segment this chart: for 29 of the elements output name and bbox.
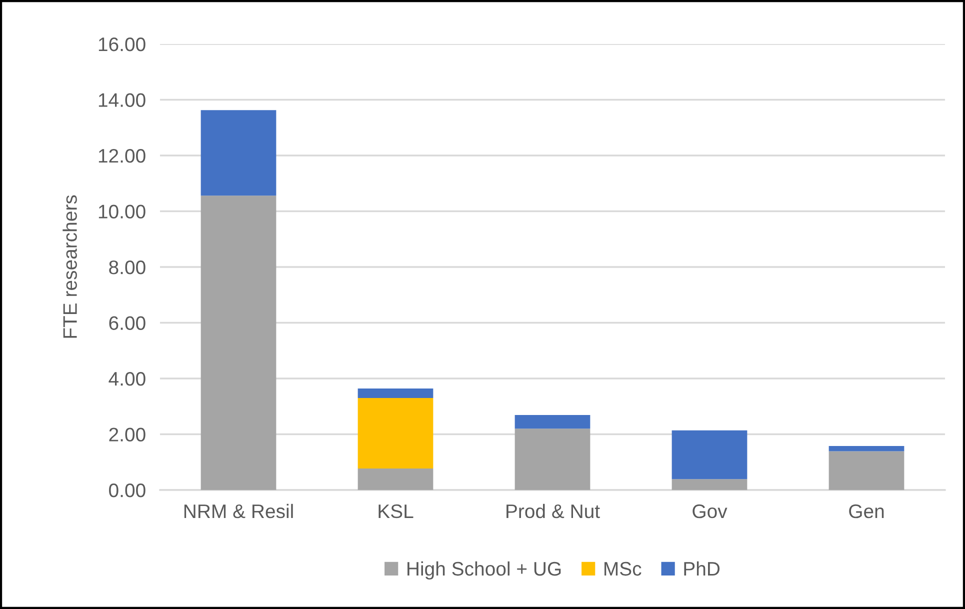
bar [358, 398, 434, 469]
bar [358, 468, 434, 490]
x-tick-label: NRM & Resil [184, 504, 293, 518]
bar [672, 430, 748, 480]
y-tick-label: 6.00 [109, 316, 146, 330]
x-tick-label: Prod & Nut [506, 504, 600, 518]
legend-label: PhD [684, 561, 720, 576]
bar [514, 415, 590, 429]
bar [828, 451, 904, 490]
bar [200, 196, 276, 490]
y-tick-label: 2.00 [109, 428, 146, 442]
bar [514, 428, 590, 490]
y-axis-title: FTE researchers [62, 195, 77, 338]
x-tick-label: KSL [378, 504, 414, 518]
y-tick-label: 8.00 [109, 260, 146, 274]
y-tick-label: 16.00 [98, 37, 146, 52]
bar [672, 479, 748, 490]
bar [828, 446, 904, 452]
bar [358, 388, 434, 398]
x-tick-label: Gov [692, 504, 728, 518]
y-tick-label: 0.00 [109, 483, 146, 498]
y-tick-label: 4.00 [108, 372, 146, 386]
y-tick-label: 14.00 [98, 93, 146, 107]
bar [200, 110, 276, 196]
y-tick-label: 12.00 [98, 148, 146, 163]
x-tick-label: Gen [849, 504, 884, 518]
legend-label: High School + UG [408, 561, 561, 580]
legend-label: MSc [604, 562, 642, 576]
y-tick-label: 10.00 [98, 204, 146, 218]
